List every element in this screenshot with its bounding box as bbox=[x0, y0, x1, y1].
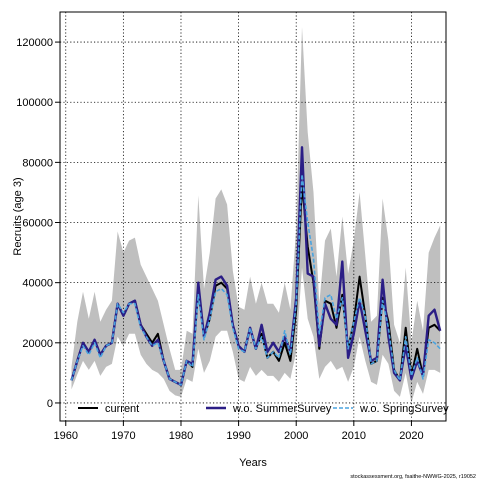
y-tick-label: 100000 bbox=[16, 97, 53, 109]
y-tick-label: 80000 bbox=[22, 157, 53, 169]
x-tick-label: 2000 bbox=[284, 430, 308, 442]
y-axis-title: Recruits (age 3) bbox=[12, 177, 24, 255]
confidence-band bbox=[71, 27, 441, 403]
credit-text: stockassessment.org, fsaithe-NWWG-2025, … bbox=[350, 474, 476, 480]
legend-label-2: w.o. SpringSurvey bbox=[359, 403, 449, 415]
x-tick-label: 2020 bbox=[399, 430, 423, 442]
y-tick-label: 20000 bbox=[22, 338, 53, 350]
legend-label-1: w.o. SummerSurvey bbox=[232, 403, 332, 415]
y-tick-label: 120000 bbox=[16, 37, 53, 49]
plot-frame bbox=[59, 11, 447, 422]
confidence-band-layer bbox=[71, 27, 441, 403]
x-tick-label: 1980 bbox=[169, 430, 193, 442]
x-tick-label: 1970 bbox=[111, 430, 135, 442]
x-tick-label: 1960 bbox=[54, 430, 78, 442]
grid-layer bbox=[60, 12, 446, 421]
y-tick-label: 0 bbox=[47, 398, 53, 410]
series-layer bbox=[70, 146, 442, 387]
axis-layer: 1960 1970 1980 1990 2000 2010 2020 0 20000 40000 6… bbox=[16, 37, 423, 442]
y-tick-label: 40000 bbox=[22, 278, 53, 290]
series-line-2 bbox=[70, 173, 441, 386]
x-tick-label: 1990 bbox=[226, 430, 250, 442]
legend: current w.o. SummerSurvey w.o. SpringSurve… bbox=[78, 403, 449, 415]
x-axis-title: Years bbox=[239, 457, 267, 469]
y-tick-label: 60000 bbox=[22, 218, 53, 230]
x-tick-label: 2010 bbox=[342, 430, 366, 442]
legend-label-0: current bbox=[105, 403, 139, 415]
